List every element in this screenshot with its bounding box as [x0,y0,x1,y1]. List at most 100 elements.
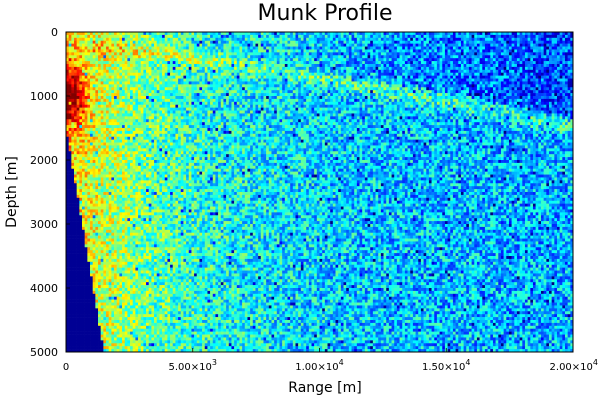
heatmap-cell [380,101,384,106]
heatmap-cell [380,46,384,50]
heatmap-cell [538,55,542,59]
heatmap-cell [319,81,323,85]
heatmap-cell [255,52,259,56]
heatmap-cell [127,69,131,74]
heatmap-cell [207,37,211,42]
heatmap-cell [548,93,552,97]
heatmap-cell [106,32,109,36]
heatmap-cell [418,78,422,82]
heatmap-cell [140,61,144,65]
heatmap-cell [84,84,88,88]
heatmap-cell [119,46,123,50]
heatmap-cell [495,34,499,39]
heatmap-cell [170,61,174,65]
heatmap-cell [484,49,488,53]
heatmap-cell [71,58,75,62]
heatmap-cell [324,49,328,53]
heatmap-cell [122,52,126,56]
heatmap-cell [111,64,115,68]
heatmap-cell [95,107,99,111]
heatmap-cell [114,96,117,100]
heatmap-cell [212,104,216,108]
heatmap-cell [178,66,182,71]
heatmap-cell [535,104,539,108]
heatmap-cell [220,81,224,85]
heatmap-cell [122,69,126,74]
heatmap-cell [114,40,117,44]
heatmap-cell [268,90,272,94]
heatmap-cell [466,43,470,47]
heatmap-cell [258,43,262,47]
heatmap-cell [231,34,235,39]
heatmap-cell [170,32,174,36]
heatmap-cell [108,55,112,59]
heatmap-cell [247,104,251,108]
heatmap-cell [258,84,262,88]
heatmap-cell [90,101,93,106]
heatmap-cell [415,72,419,76]
heatmap-cell [519,78,523,82]
heatmap-cell [538,40,542,44]
heatmap-cell [162,40,166,44]
heatmap-cell [271,32,275,36]
heatmap-cell [492,84,496,88]
heatmap-cell [463,64,467,68]
heatmap-cell [338,78,342,82]
heatmap-cell [316,90,320,94]
heatmap-cell [295,78,299,82]
heatmap-cell [418,90,422,94]
heatmap-cell [138,58,142,62]
heatmap-cell [399,84,403,88]
heatmap-cell [562,75,566,79]
heatmap-cell [316,81,320,85]
heatmap-cell [335,87,339,91]
heatmap-cell [87,101,91,106]
heatmap-cell [154,93,158,97]
heatmap-cell [154,32,158,36]
heatmap-cell [370,84,374,88]
heatmap-cell [335,69,339,74]
heatmap-cell [322,32,326,36]
heatmap-cell [551,46,555,50]
heatmap-cell [295,69,299,74]
heatmap-cell [87,69,91,74]
heatmap-cell [364,32,368,36]
heatmap-cell [167,72,171,76]
heatmap-cell [186,75,190,79]
heatmap-cell [519,72,523,76]
heatmap-cell [199,84,203,88]
heatmap-cell [559,81,563,85]
heatmap-cell [407,84,411,88]
heatmap-cell [266,34,270,39]
heatmap-cell [260,49,264,53]
heatmap-cell [130,46,134,50]
heatmap-cell [210,75,214,79]
heatmap-cell [244,90,248,94]
heatmap-cell [204,93,208,97]
heatmap-cell [330,49,334,53]
heatmap-cell [98,75,101,79]
heatmap-cell [167,87,171,91]
heatmap-cell [250,61,254,65]
heatmap-cell [551,52,555,56]
heatmap-cell [255,101,259,106]
heatmap-cell [567,46,571,50]
heatmap-cell [479,66,483,71]
heatmap-cell [108,61,112,65]
heatmap-cell [535,72,539,76]
heatmap-cell [458,101,462,106]
heatmap-cell [90,78,93,82]
heatmap-cell [500,55,504,59]
heatmap-cell [524,96,528,100]
heatmap-cell [271,64,275,68]
heatmap-cell [340,81,344,85]
heatmap-cell [295,101,299,106]
heatmap-cell [362,96,366,100]
heatmap-cell [327,43,331,47]
heatmap-cell [183,43,187,47]
heatmap-cell [354,66,358,71]
heatmap-cell [268,101,272,106]
heatmap-cell [151,66,155,71]
heatmap-cell [332,78,336,82]
heatmap-cell [308,90,312,94]
